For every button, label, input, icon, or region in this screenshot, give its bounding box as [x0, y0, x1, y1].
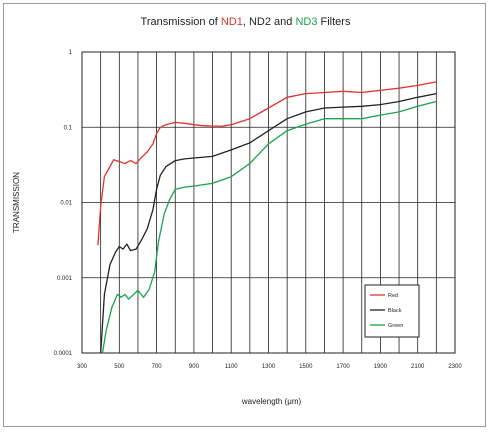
x-tick-label: 700 — [152, 364, 163, 370]
chart-title-part: Filters — [317, 16, 351, 28]
x-tick-label: 1300 — [262, 364, 276, 370]
y-tick-label: 0.0001 — [54, 351, 73, 357]
chart-title-part: Transmission of — [140, 16, 221, 28]
legend-box — [364, 284, 420, 338]
x-tick-label: 2300 — [448, 364, 462, 370]
series-line-green — [101, 100, 437, 354]
x-tick-label: 1700 — [336, 364, 350, 370]
x-tick-label: 900 — [189, 364, 200, 370]
y-axis-label: TRANSMISSION — [12, 172, 21, 233]
y-tick-label: 0.001 — [57, 276, 73, 282]
x-tick-label: 1500 — [299, 364, 313, 370]
legend-label-green: Green — [388, 323, 403, 329]
x-tick-label: 1900 — [374, 364, 388, 370]
y-tick-label: 0.1 — [64, 125, 73, 131]
series-line-black — [100, 92, 437, 354]
series-line-red — [97, 81, 437, 246]
chart-title-part: ND3 — [295, 16, 318, 28]
x-axis-label: wavelength (μm) — [241, 397, 302, 406]
chart-title-part: , ND2 and — [242, 16, 296, 28]
y-tick-label: 1 — [69, 50, 73, 56]
x-tick-label: 1100 — [225, 364, 239, 370]
x-tick-label: 500 — [114, 364, 125, 370]
y-tick-label: 0.01 — [60, 201, 72, 207]
chart-frame — [3, 3, 486, 427]
x-tick-label: 2100 — [411, 364, 425, 370]
x-tick-label: 300 — [77, 364, 88, 370]
legend-label-red: Red — [388, 293, 398, 299]
chart-title: Transmission of ND1, ND2 and ND3 Filters — [0, 16, 491, 28]
legend-label-black: Black — [388, 308, 402, 314]
chart-title-part: ND1 — [220, 16, 243, 28]
